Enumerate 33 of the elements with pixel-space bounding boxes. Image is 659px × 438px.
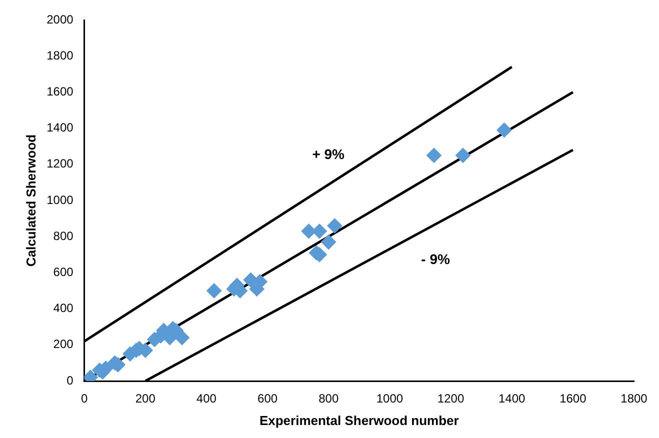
y-tick-label: 400 — [53, 301, 74, 316]
x-tick-label: 0 — [80, 392, 88, 406]
x-tick-label: 1800 — [620, 392, 648, 406]
point — [174, 330, 190, 346]
point — [327, 218, 342, 234]
y-tick-label: 0 — [66, 373, 74, 388]
x-tick-label: 200 — [135, 392, 156, 406]
y-tick-label: 200 — [53, 337, 74, 352]
y-tick-label: 1600 — [46, 84, 74, 99]
y-tick-label: 800 — [53, 228, 74, 243]
y-tick-label: 2000 — [46, 12, 74, 26]
point — [426, 148, 442, 163]
point — [455, 148, 470, 163]
x-axis-title: Experimental Sherwood number — [259, 412, 459, 428]
x-tick-label: 1400 — [498, 392, 526, 406]
point — [496, 122, 512, 138]
point — [321, 234, 336, 250]
y-tick-label: 1000 — [46, 192, 74, 207]
x-tick-label: 600 — [258, 392, 278, 406]
y-tick-label: 1800 — [46, 48, 74, 62]
x-tick-label: 400 — [196, 392, 217, 406]
y-tick-label: 1400 — [46, 120, 74, 135]
point — [206, 283, 222, 298]
point — [301, 224, 316, 239]
x-tick-label: 1600 — [560, 392, 587, 406]
y-tick-label: 1200 — [46, 156, 74, 171]
x-tick-label: 1000 — [376, 392, 404, 406]
y-tick-label: 600 — [53, 265, 74, 280]
x-tick-label: 800 — [318, 392, 339, 406]
annotation: - 9% — [421, 250, 450, 267]
x-tick-label: 1200 — [437, 392, 464, 406]
annotation: + 9% — [312, 146, 346, 162]
y-axis-title: Calculated Sherwood — [23, 134, 38, 267]
